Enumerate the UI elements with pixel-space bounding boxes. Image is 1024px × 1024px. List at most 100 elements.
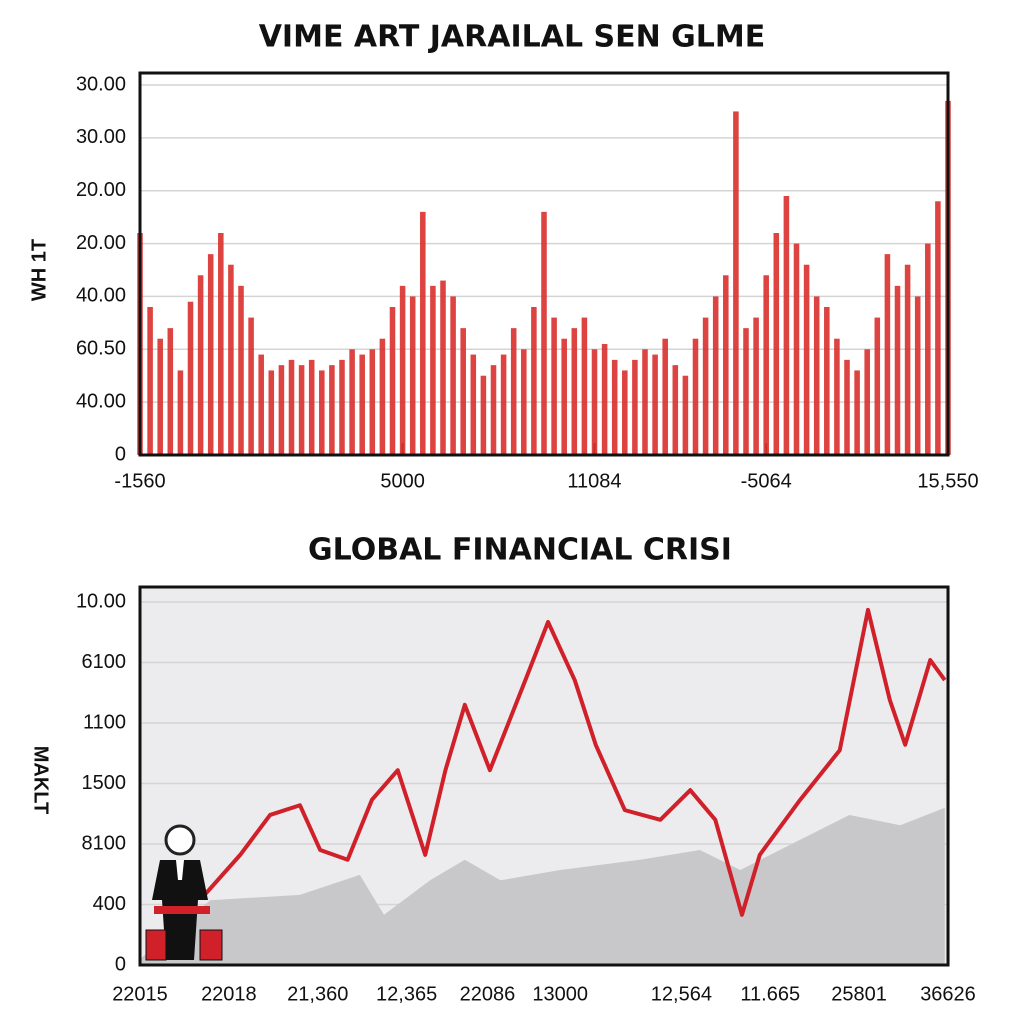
bar bbox=[258, 354, 264, 455]
y-tick-label: 1100 bbox=[83, 711, 126, 733]
bar bbox=[207, 254, 214, 455]
bar bbox=[884, 254, 891, 455]
y-tick-label: 6100 bbox=[82, 651, 127, 673]
bar bbox=[278, 365, 285, 455]
x-tick-label: 22086 bbox=[460, 983, 516, 1005]
bar bbox=[228, 264, 234, 455]
bar bbox=[369, 349, 376, 455]
bar bbox=[834, 338, 840, 455]
bar bbox=[914, 296, 921, 455]
y-axis-label: WH 1T bbox=[28, 239, 50, 301]
bar bbox=[702, 317, 709, 455]
bar bbox=[359, 354, 365, 455]
bar bbox=[904, 264, 911, 455]
bar bbox=[723, 275, 729, 455]
bar bbox=[925, 243, 931, 455]
x-tick-label: 11.665 bbox=[740, 983, 800, 1005]
bar bbox=[793, 243, 800, 455]
plot-frame bbox=[138, 585, 950, 967]
bar bbox=[500, 354, 507, 455]
x-tick-label: 12,365 bbox=[376, 983, 437, 1005]
bar bbox=[571, 328, 578, 455]
bar bbox=[430, 285, 436, 455]
y-tick-label: 60.50 bbox=[76, 338, 126, 360]
bar bbox=[864, 349, 870, 455]
bar bbox=[197, 275, 204, 455]
bar bbox=[874, 317, 881, 455]
bar bbox=[601, 344, 608, 455]
y-tick-label: 0 bbox=[115, 443, 126, 465]
x-tick-label: 12,564 bbox=[651, 983, 712, 1005]
bar bbox=[561, 338, 567, 455]
bar bbox=[329, 365, 335, 455]
bar bbox=[510, 328, 517, 455]
bar bbox=[581, 317, 588, 455]
bar bbox=[298, 365, 305, 455]
x-tick-label: 11084 bbox=[567, 470, 621, 492]
bar bbox=[813, 296, 820, 455]
y-tick-label: 400 bbox=[93, 893, 126, 915]
bar bbox=[399, 285, 406, 455]
bar bbox=[187, 301, 194, 455]
bar bbox=[652, 354, 658, 455]
y-tick-label: 40.00 bbox=[76, 285, 126, 307]
x-tick-label: 21,360 bbox=[287, 983, 348, 1005]
x-tick-label: 5000 bbox=[380, 470, 425, 492]
bar bbox=[541, 211, 547, 455]
bar bbox=[622, 370, 628, 455]
bar bbox=[440, 280, 446, 455]
bar bbox=[844, 359, 850, 455]
bar bbox=[773, 233, 780, 455]
bar bbox=[733, 111, 739, 455]
bar bbox=[480, 375, 487, 455]
y-tick-label: 20.00 bbox=[76, 232, 126, 254]
x-tick-label: 36626 bbox=[920, 983, 976, 1005]
bar bbox=[692, 338, 699, 455]
bar bbox=[238, 285, 244, 455]
x-tick-label: -5064 bbox=[741, 470, 792, 492]
bar bbox=[319, 370, 325, 455]
bar bbox=[460, 328, 466, 455]
bar bbox=[339, 359, 345, 455]
bar bbox=[288, 359, 295, 455]
bar bbox=[551, 317, 557, 455]
bar bbox=[389, 307, 396, 455]
x-tick-label: 15,550 bbox=[917, 470, 978, 492]
x-tick-label: 22015 bbox=[112, 983, 168, 1005]
y-tick-label: 40.00 bbox=[76, 390, 126, 412]
bar bbox=[783, 196, 790, 455]
bar bbox=[521, 349, 527, 455]
chart-title: GLOBAL FINANCIAL CRISI bbox=[308, 533, 732, 568]
y-tick-label: 20.00 bbox=[76, 179, 126, 201]
bar bbox=[167, 328, 174, 455]
bar bbox=[268, 370, 275, 455]
bar bbox=[591, 349, 598, 455]
bar bbox=[672, 365, 679, 455]
businessman-icon bbox=[145, 824, 223, 961]
bar bbox=[682, 375, 689, 455]
bar bbox=[218, 233, 224, 455]
bar bbox=[803, 264, 810, 455]
bar bbox=[409, 296, 416, 455]
bar bbox=[753, 317, 759, 455]
y-tick-label: 10.00 bbox=[76, 590, 126, 612]
bar bbox=[450, 296, 456, 455]
x-tick-label: 22018 bbox=[201, 983, 257, 1005]
bar bbox=[611, 359, 618, 455]
charts: 0 40.00 60.50 40.00 20.00 20.00 30.00 30.00 -156… bbox=[76, 71, 979, 1005]
y-tick-label: 30.00 bbox=[76, 73, 126, 95]
bar bbox=[308, 359, 315, 455]
bar bbox=[824, 307, 830, 455]
y-tick-label: 1500 bbox=[82, 772, 127, 794]
bar bbox=[470, 354, 477, 455]
bar bbox=[642, 349, 648, 455]
bar bbox=[763, 275, 769, 455]
bar bbox=[490, 365, 497, 455]
line bbox=[203, 607, 947, 917]
bar bbox=[147, 307, 153, 455]
bar bbox=[420, 211, 426, 455]
bar bbox=[349, 349, 355, 455]
plot-frame bbox=[138, 71, 950, 457]
y-tick-label: 8100 bbox=[82, 832, 127, 854]
